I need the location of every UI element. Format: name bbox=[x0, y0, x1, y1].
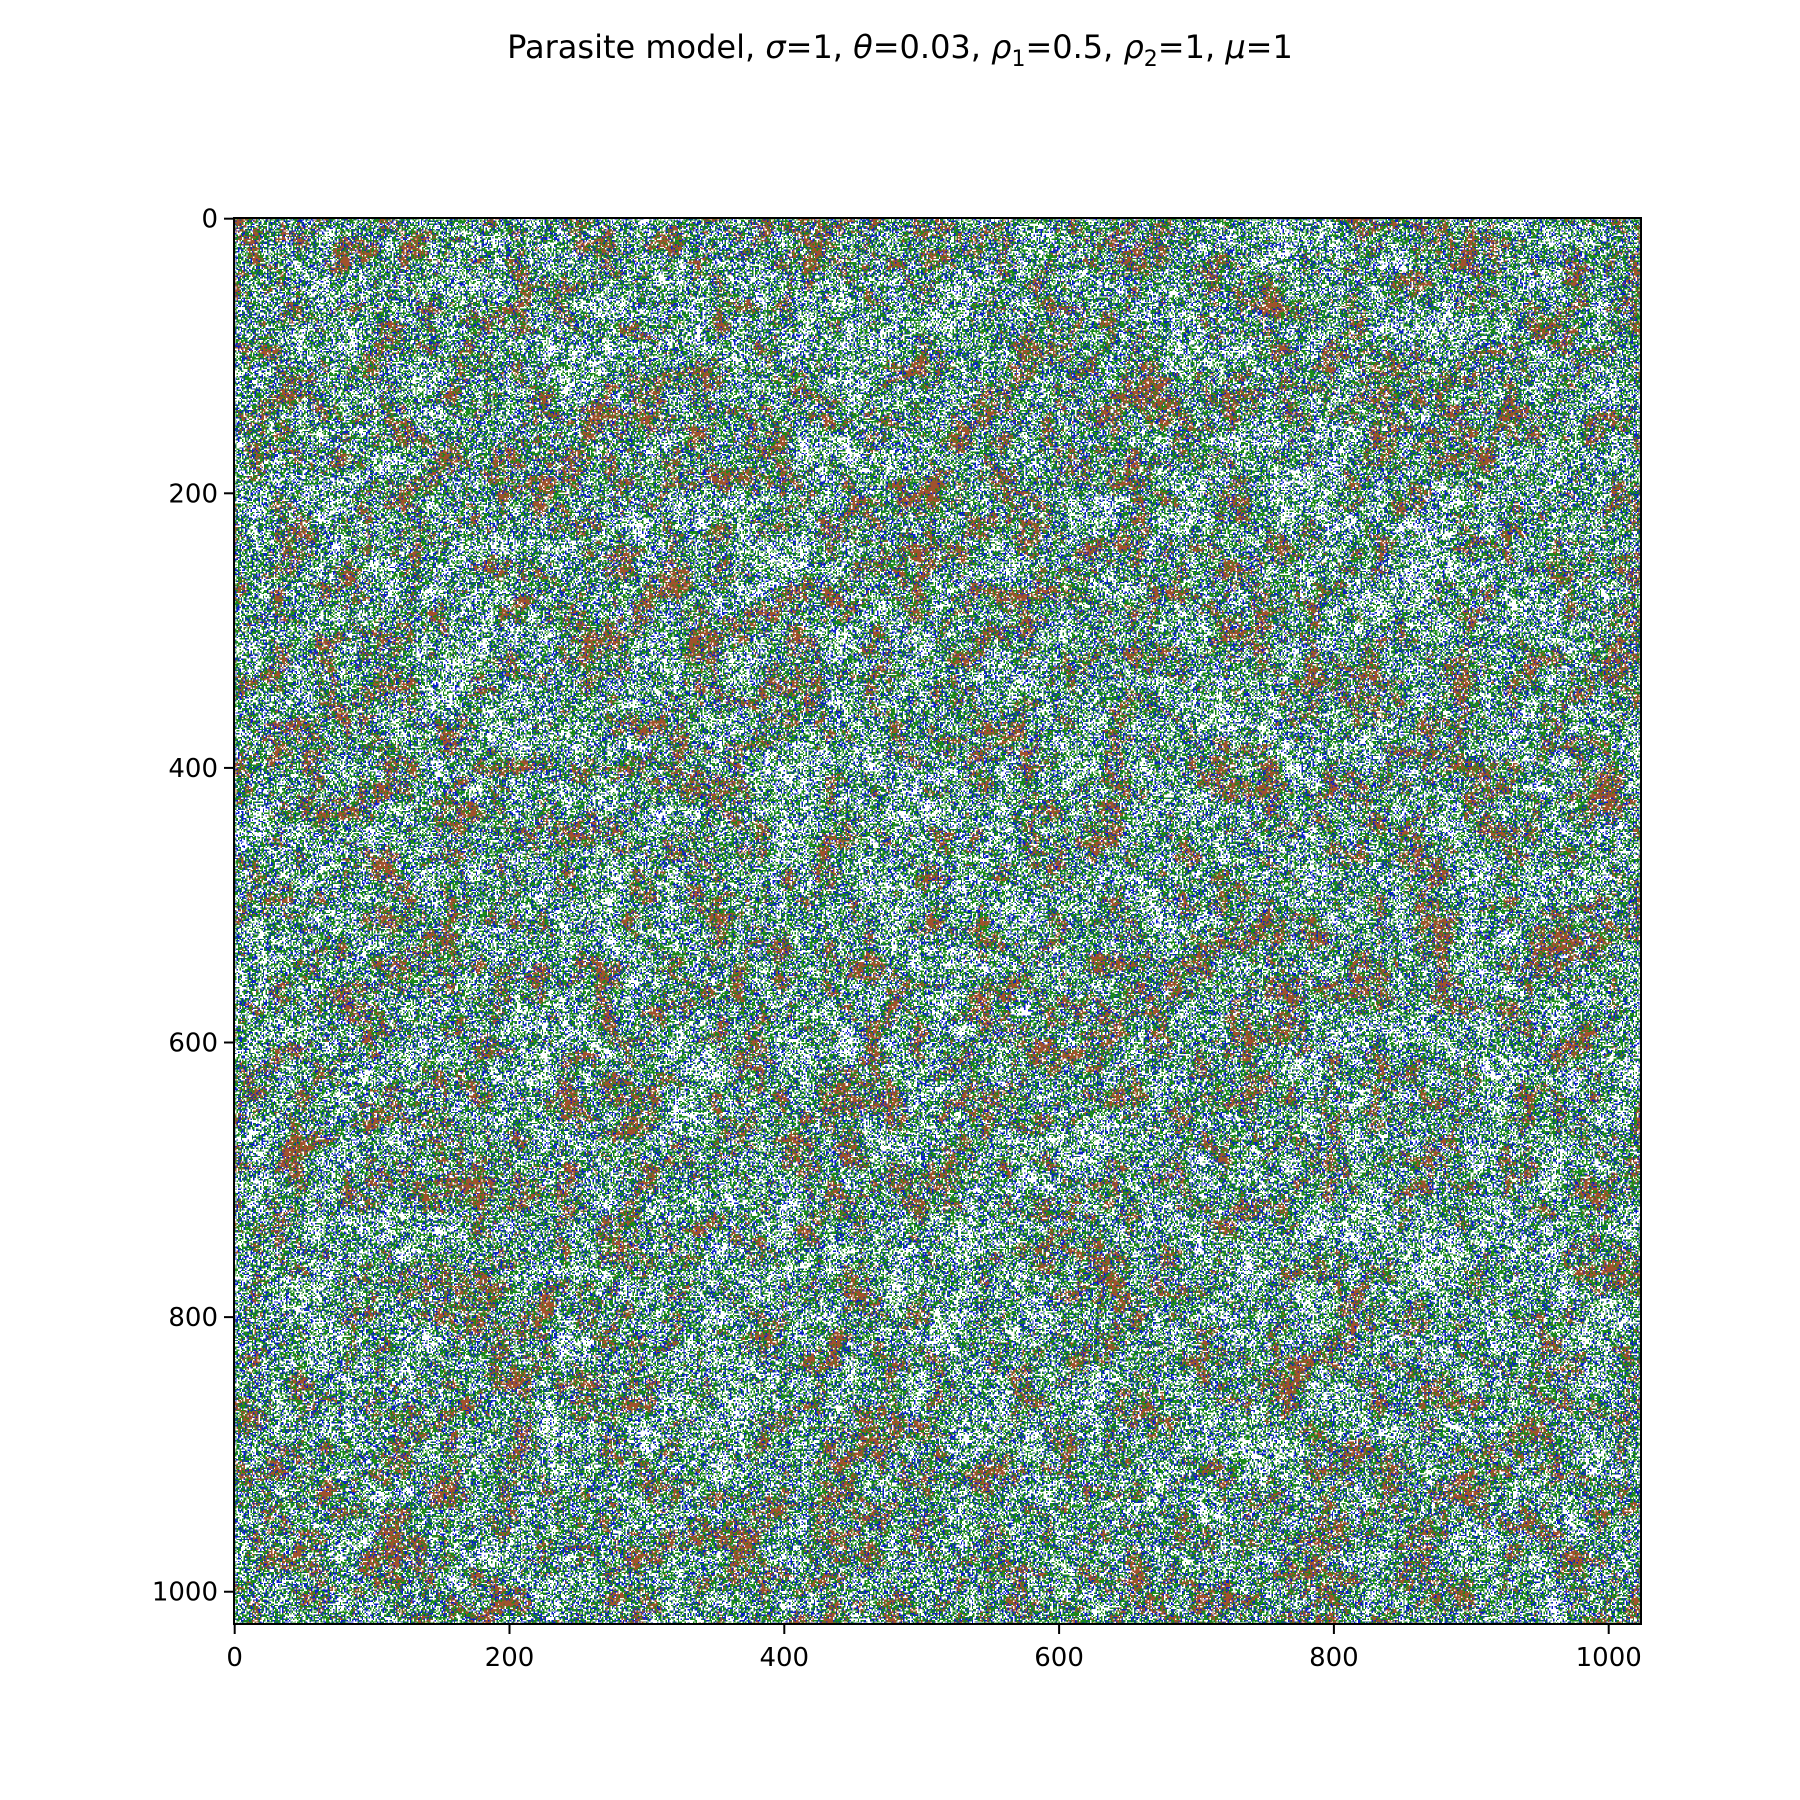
lattice-image bbox=[234, 218, 1641, 1624]
x-tick-label: 200 bbox=[485, 1643, 535, 1673]
y-tick-label: 200 bbox=[168, 479, 218, 509]
title-part: σ bbox=[765, 28, 786, 66]
title-part: 1 bbox=[1011, 47, 1026, 72]
x-tick-label: 1000 bbox=[1576, 1643, 1642, 1673]
title-part: ρ bbox=[991, 28, 1012, 66]
title-part: μ bbox=[1225, 28, 1246, 66]
title-part: =0.03, bbox=[872, 28, 992, 66]
title-part: =1, bbox=[785, 28, 854, 66]
title-part: =1 bbox=[1245, 28, 1293, 66]
plot-frame bbox=[233, 217, 1642, 1625]
x-tick-label: 400 bbox=[759, 1643, 809, 1673]
x-tick-label: 600 bbox=[1034, 1643, 1084, 1673]
chart-title: Parasite model, σ=1, θ=0.03, ρ1=0.5, ρ2=… bbox=[0, 28, 1800, 72]
title-part: =1, bbox=[1157, 28, 1226, 66]
y-tick-label: 400 bbox=[168, 754, 218, 784]
x-tick-label: 0 bbox=[226, 1643, 243, 1673]
title-part: =0.5, bbox=[1025, 28, 1124, 66]
y-tick-label: 0 bbox=[201, 205, 218, 235]
y-tick-label: 600 bbox=[168, 1029, 218, 1059]
title-part: θ bbox=[853, 28, 873, 66]
x-tick-label: 800 bbox=[1309, 1643, 1359, 1673]
title-part: ρ bbox=[1123, 28, 1144, 66]
x-axis: 0 200 400 600 800 1000 bbox=[226, 1624, 1642, 1673]
y-tick-label: 1000 bbox=[152, 1578, 218, 1608]
title-part: Parasite model, bbox=[507, 28, 766, 66]
y-axis: 0 200 400 600 800 1000 bbox=[152, 205, 234, 1608]
y-tick-label: 800 bbox=[168, 1303, 218, 1333]
title-part: 2 bbox=[1143, 47, 1158, 72]
